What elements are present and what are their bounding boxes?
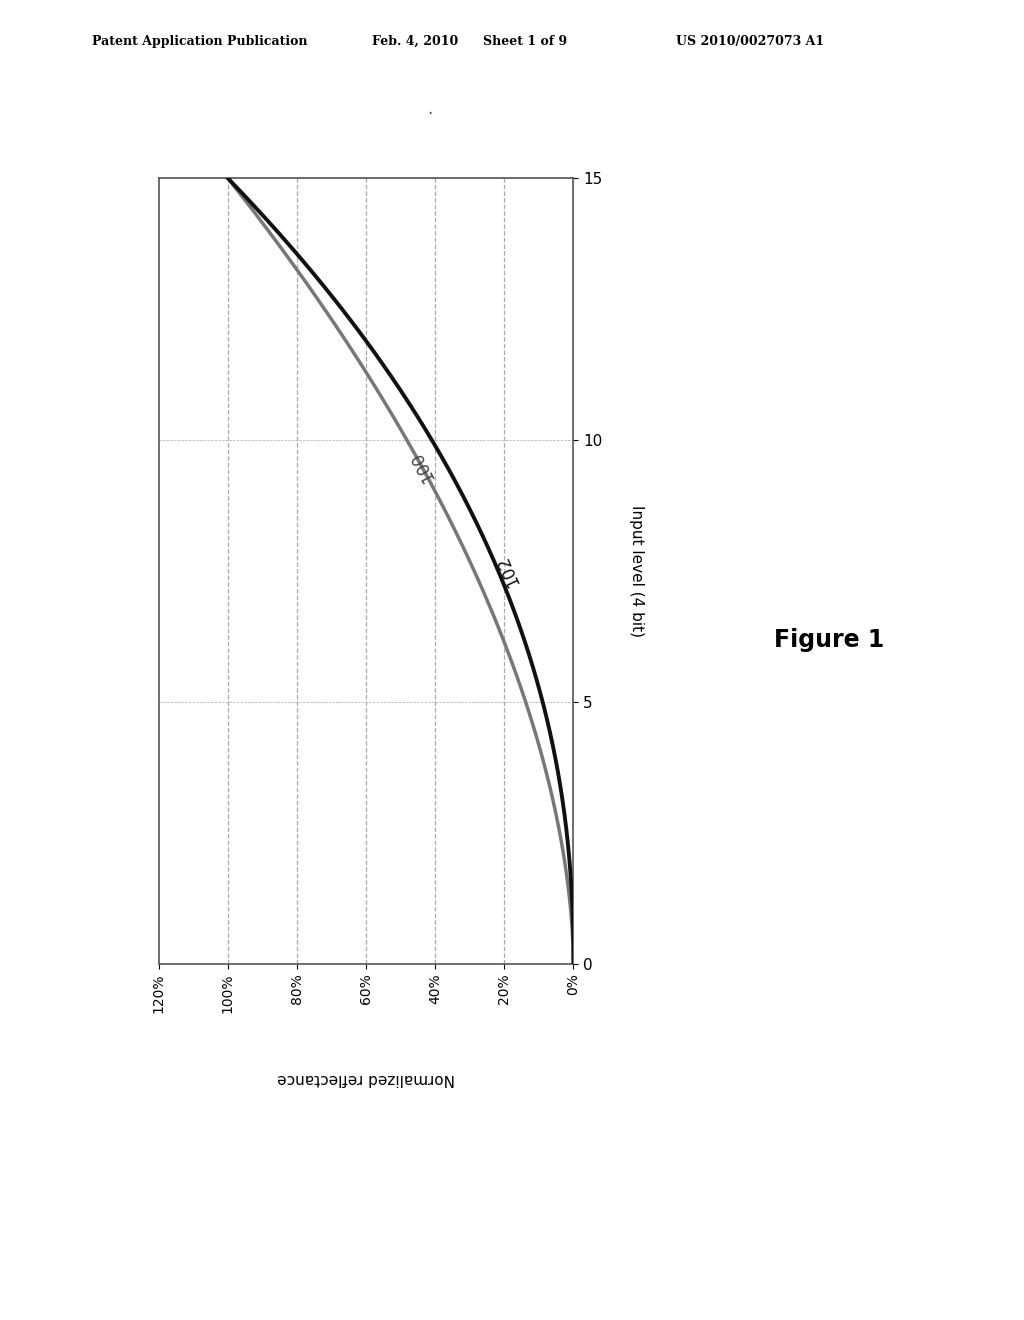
Text: Figure 1: Figure 1 xyxy=(774,628,885,652)
Text: Sheet 1 of 9: Sheet 1 of 9 xyxy=(483,34,567,48)
Text: Feb. 4, 2010: Feb. 4, 2010 xyxy=(372,34,458,48)
Text: Patent Application Publication: Patent Application Publication xyxy=(92,34,307,48)
Text: 102: 102 xyxy=(494,553,523,589)
X-axis label: Normalized reflectance: Normalized reflectance xyxy=(278,1071,455,1086)
Text: ·: · xyxy=(427,104,433,123)
Text: 100: 100 xyxy=(408,447,437,484)
Y-axis label: Input level (4 bit): Input level (4 bit) xyxy=(629,506,644,638)
Text: US 2010/0027073 A1: US 2010/0027073 A1 xyxy=(676,34,824,48)
